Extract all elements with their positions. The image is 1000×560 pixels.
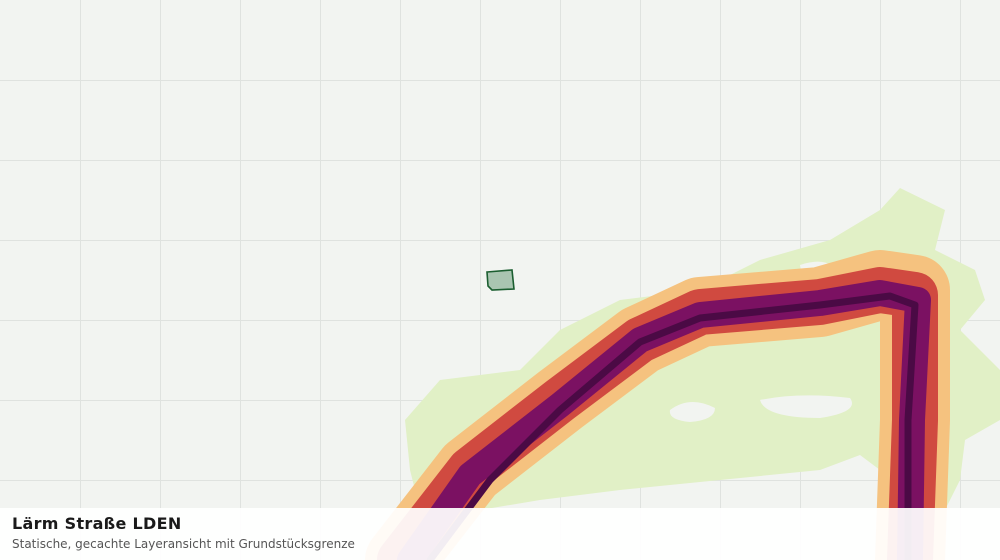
layer-subtitle: Statische, gecachte Layeransicht mit Gru… <box>12 537 355 551</box>
layer-title: Lärm Straße LDEN <box>12 514 182 533</box>
legend-panel: Lärm Straße LDEN Statische, gecachte Lay… <box>0 508 1000 560</box>
parcel-boundary <box>486 269 515 291</box>
noise-layer <box>365 188 1000 560</box>
noise-zone-extreme <box>426 292 919 560</box>
